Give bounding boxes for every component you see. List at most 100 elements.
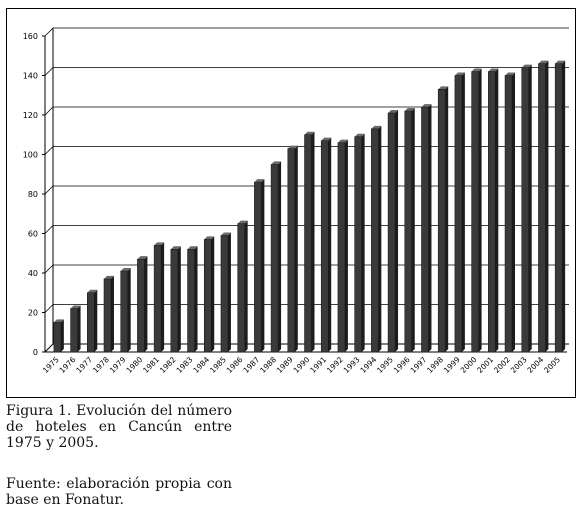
x-tick-label: 1984 [191, 355, 211, 375]
gridline-diag [44, 264, 54, 274]
bar [187, 246, 198, 353]
bar-side [60, 319, 64, 352]
bar [170, 246, 181, 353]
y-tick-label: 160 [23, 32, 38, 41]
y-tick-label: 40 [28, 269, 38, 278]
bar-top [337, 139, 348, 143]
bar [404, 108, 415, 353]
x-tick-label: 2005 [542, 355, 562, 375]
gridline-diag [44, 304, 54, 313]
bar [103, 275, 114, 353]
bar-side [545, 60, 549, 353]
bar-side [344, 139, 348, 352]
bar-side [244, 220, 248, 352]
bar [437, 86, 449, 353]
x-tick-label: 2002 [492, 355, 512, 375]
bar-side [361, 133, 365, 352]
bar-front [421, 106, 429, 353]
bar-side [495, 68, 499, 353]
bar-top [103, 275, 114, 279]
bar-front [170, 249, 179, 353]
bar-side [161, 242, 165, 352]
bar-front [454, 75, 463, 353]
bar-top [287, 145, 298, 149]
x-tick-label: 1985 [208, 355, 228, 375]
bar [237, 220, 248, 353]
bar [120, 268, 131, 353]
x-tick-label: 1986 [225, 355, 245, 375]
bar-top [271, 161, 282, 165]
x-tick-label: 1997 [409, 355, 429, 375]
gridline-diag [44, 225, 54, 234]
bar [488, 68, 499, 353]
bar-side [311, 131, 315, 352]
gridline-diag [44, 27, 54, 37]
bar-side [461, 72, 465, 352]
x-tick-label: 1979 [108, 355, 128, 375]
bar [471, 68, 482, 353]
bar-side [94, 289, 98, 352]
bar-side [294, 145, 298, 352]
bar-side [445, 86, 449, 352]
bar-top [404, 108, 415, 112]
bar-side [127, 268, 131, 352]
x-tick-label: 1981 [141, 355, 161, 375]
bar-top [70, 305, 81, 309]
x-tick-label: 2004 [525, 355, 545, 375]
bar-front [387, 112, 396, 353]
bar-front [337, 142, 346, 353]
bar [538, 60, 549, 353]
bar-top [87, 289, 98, 293]
bar-top [371, 125, 382, 129]
bar-top [204, 236, 215, 240]
bar [137, 256, 148, 353]
bar-top [53, 319, 64, 323]
x-tick-label: 1976 [58, 355, 78, 375]
bar-front [187, 249, 195, 353]
x-tick-label: 2003 [509, 355, 529, 375]
x-tick-label: 1991 [308, 355, 328, 375]
gridline-diag [44, 67, 54, 76]
x-tick-label: 1987 [241, 355, 261, 375]
bar [337, 139, 348, 353]
x-tick-label: 1978 [91, 355, 111, 375]
figure-source: Fuente: elaboración propia con base en F… [6, 476, 232, 508]
bar-front [137, 258, 145, 353]
bar-chart: 0 20 40 60 80 100 120 140 160 1975197619771978197… [23, 27, 569, 375]
bar-front [237, 223, 245, 353]
bar-front [404, 110, 413, 353]
x-tick-label: 1989 [275, 355, 295, 375]
x-tick-label: 1992 [325, 355, 345, 375]
bar-top [137, 256, 148, 260]
bar [454, 72, 465, 353]
x-tick-label: 1980 [124, 355, 144, 375]
bar-top [421, 104, 432, 108]
bar-front [120, 270, 128, 353]
bar-front [70, 308, 78, 353]
y-tick-label: 80 [28, 190, 38, 199]
x-tick-label: 1990 [292, 355, 312, 375]
chart-frame: 0 20 40 60 80 100 120 140 160 1975 1976 1977 1978 197… [6, 8, 576, 398]
bar-side [261, 179, 265, 352]
bar-front [371, 128, 379, 353]
bar-front [103, 278, 112, 353]
bar-top [538, 60, 549, 64]
bar-top [471, 68, 482, 72]
bar-top [254, 179, 265, 183]
bar-side [177, 246, 181, 352]
figure-caption: Figura 1. Evolución del número de hotele… [6, 403, 232, 451]
bar-top [388, 110, 399, 114]
bar-top [354, 133, 365, 137]
bar [320, 137, 332, 353]
bar-front [270, 164, 279, 353]
bar-front [354, 136, 362, 353]
x-tick-label: 1982 [158, 355, 178, 375]
bar [421, 104, 432, 353]
bar-front [320, 140, 329, 353]
bar [70, 305, 81, 353]
bar-front [304, 134, 312, 353]
bar-top [321, 137, 332, 141]
bar-side [194, 246, 198, 352]
bar-front [220, 235, 229, 353]
axis-corner [44, 343, 54, 353]
